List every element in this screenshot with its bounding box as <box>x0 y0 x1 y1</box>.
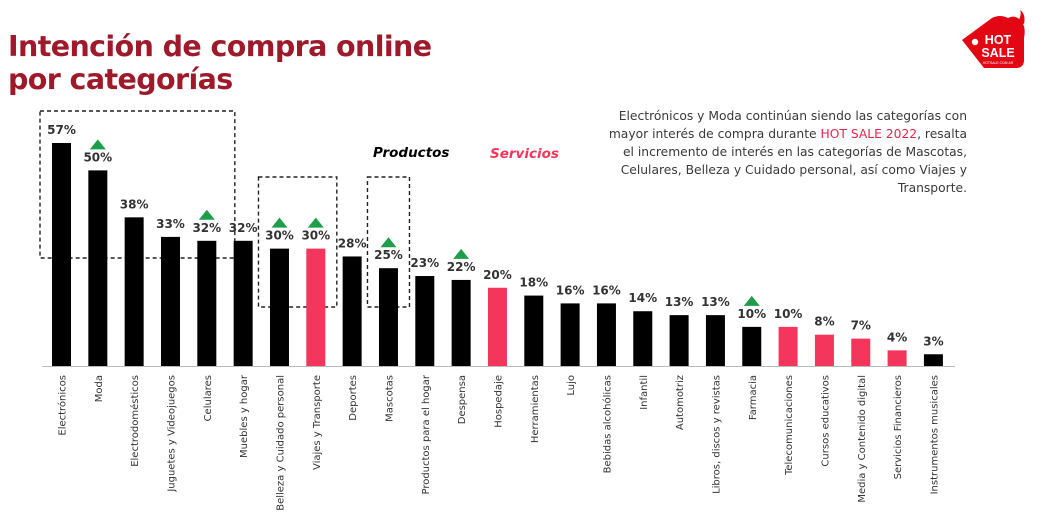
page-title: Intención de compra online por categoría… <box>8 30 432 96</box>
category-label-mascotas: Mascotas <box>384 375 395 422</box>
category-label-moda: Moda <box>94 375 105 402</box>
bar-moda <box>88 170 108 366</box>
value-label-automotriz: 13% <box>665 295 694 309</box>
category-label-herramientas: Herramientas <box>530 375 541 443</box>
increase-arrow-icon-moda <box>89 139 106 150</box>
note-text-1: Electrónicos y Moda continúan siendo las… <box>608 109 967 141</box>
highlight-box-2 <box>257 176 338 308</box>
bar-telecomunicaciones <box>778 326 798 366</box>
value-label-media-y-contenido-digital: 7% <box>851 319 871 333</box>
category-label-celulares: Celulares <box>203 375 214 421</box>
category-label-belleza-y-cuidado-personal: Belleza y Cuidado personal <box>275 375 286 511</box>
bar-herramientas <box>524 295 544 366</box>
value-label-deportes: 28% <box>338 236 367 250</box>
category-label-viajes-y-transporte: Viajes y Transporte <box>312 375 323 470</box>
value-label-productos-para-el-hogar: 23% <box>410 256 439 270</box>
value-label-belleza-y-cuidado-personal: 30% <box>265 229 294 243</box>
category-label-lujo: Lujo <box>566 375 577 396</box>
value-label-celulares: 32% <box>192 221 221 235</box>
bar-bebidas-alcoholicas <box>596 303 616 366</box>
bar-automotriz <box>669 315 689 366</box>
increase-arrow-icon-despensa <box>453 248 470 259</box>
bar-mascotas <box>378 268 398 366</box>
bar-libros-discos-y-revistas <box>705 315 725 366</box>
bar-cursos-educativos <box>814 334 834 366</box>
bar-servicios-financieros <box>887 350 907 366</box>
value-label-despensa: 22% <box>447 260 476 274</box>
category-label-instrumentos-musicales: Instrumentos musicales <box>929 375 940 494</box>
category-label-muebles-y-hogar: Muebles y hogar <box>239 374 250 458</box>
bar-instrumentos-musicales <box>923 354 943 366</box>
value-label-moda: 50% <box>83 150 112 164</box>
category-label-juguetes-y-videojuegos: Juguetes y Videojuegos <box>166 375 177 493</box>
category-label-bebidas-alcoholicas: Bebidas alcohólicas <box>601 375 613 473</box>
category-label-farmacia: Farmacia <box>748 375 759 420</box>
value-label-servicios-financieros: 4% <box>887 330 907 344</box>
bar-electrodomesticos <box>124 217 144 366</box>
bar-belleza-y-cuidado-personal <box>269 248 289 366</box>
value-label-instrumentos-musicales: 3% <box>923 334 943 348</box>
category-label-electrodomesticos: Electrodomésticos <box>129 375 141 467</box>
bar-media-y-contenido-digital <box>851 338 871 366</box>
bar-deportes <box>342 256 362 366</box>
category-label-servicios-financieros: Servicios Financieros <box>893 375 904 479</box>
category-label-automotriz: Automotriz <box>675 375 686 430</box>
bar-juguetes-y-videojuegos <box>160 236 180 366</box>
category-label-libros-discos-y-revistas: Libros, discos y revistas <box>711 375 722 494</box>
logo-small-text: HOTSALE.COM.AR <box>983 61 1014 65</box>
value-label-muebles-y-hogar: 32% <box>229 221 258 235</box>
legend-servicios: Servicios <box>490 146 559 162</box>
increase-arrow-icon-farmacia <box>743 295 760 306</box>
category-label-despensa: Despensa <box>457 375 468 424</box>
category-label-productos-para-el-hogar: Productos para el hogar <box>421 374 432 494</box>
bar-hospedaje <box>487 287 507 366</box>
value-label-lujo: 16% <box>556 283 585 297</box>
value-label-hospedaje: 20% <box>483 268 512 282</box>
value-label-juguetes-y-videojuegos: 33% <box>156 217 185 231</box>
legend-productos: Productos <box>373 145 449 161</box>
category-label-electronicos: Electrónicos <box>57 375 69 436</box>
value-label-herramientas: 18% <box>519 276 548 290</box>
bar-infantil <box>633 311 653 366</box>
bar-despensa <box>451 279 471 366</box>
bar-celulares <box>197 240 217 366</box>
commentary-text: Electrónicos y Moda continúan siendo las… <box>596 107 967 197</box>
hot-sale-logo: HOT SALE HOTSALE.COM.AR <box>962 10 1025 68</box>
highlight-box-1 <box>39 110 236 259</box>
increase-arrow-icon-celulares <box>198 209 215 220</box>
value-label-electronicos: 57% <box>47 123 76 137</box>
bar-viajes-y-transporte <box>306 248 326 366</box>
title-line-2: por categorías <box>8 63 233 96</box>
category-label-media-y-contenido-digital: Media y Contenido digital <box>857 375 868 503</box>
category-label-cursos-educativos: Cursos educativos <box>820 375 831 467</box>
bar-productos-para-el-hogar <box>415 276 435 366</box>
value-label-viajes-y-transporte: 30% <box>301 229 330 243</box>
category-label-hospedaje: Hospedaje <box>493 375 504 428</box>
note-highlight: HOT SALE 2022 <box>820 127 918 141</box>
logo-line-1: HOT <box>985 33 1012 47</box>
bar-lujo <box>560 303 580 366</box>
logo-line-2: SALE <box>981 46 1014 60</box>
value-label-infantil: 14% <box>628 291 657 305</box>
category-label-telecomunicaciones: Telecomunicaciones <box>784 375 795 476</box>
value-label-cursos-educativos: 8% <box>814 315 834 329</box>
title-line-1: Intención de compra online <box>8 30 432 63</box>
increase-arrow-icon-belleza-y-cuidado-personal <box>271 217 288 228</box>
category-label-infantil: Infantil <box>639 375 650 410</box>
bar-farmacia <box>742 326 762 366</box>
increase-arrow-icon-mascotas <box>380 237 397 248</box>
value-label-mascotas: 25% <box>374 248 403 262</box>
note-text-2: , resalta el incremento de interés en la… <box>620 127 967 195</box>
category-label-deportes: Deportes <box>348 375 359 421</box>
value-label-bebidas-alcoholicas: 16% <box>592 283 621 297</box>
value-label-electrodomesticos: 38% <box>120 197 149 211</box>
bar-muebles-y-hogar <box>233 240 253 366</box>
bar-electronicos <box>52 143 71 366</box>
value-label-telecomunicaciones: 10% <box>774 307 803 321</box>
value-label-farmacia: 10% <box>737 307 766 321</box>
increase-arrow-icon-viajes-y-transporte <box>307 217 324 228</box>
value-label-libros-discos-y-revistas: 13% <box>701 295 730 309</box>
